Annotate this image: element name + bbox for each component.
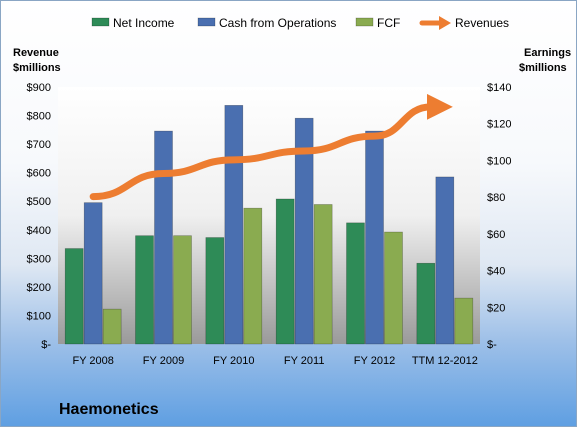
bar-cash-from-operations — [83, 202, 103, 345]
revenue-line — [89, 93, 453, 201]
right-axis-title-line2: $millions — [519, 62, 567, 74]
x-tick-label: FY 2010 — [213, 355, 254, 367]
legend-swatch — [355, 17, 374, 27]
left-tick-label: $500 — [27, 196, 51, 208]
legend-label: Revenues — [455, 16, 509, 30]
legend-label: FCF — [377, 16, 400, 30]
bar-net-income — [275, 198, 295, 345]
left-tick-label: $600 — [27, 168, 51, 180]
left-axis-title-line2: $millions — [13, 62, 61, 74]
left-tick-label: $200 — [27, 282, 51, 294]
bar-fcf — [102, 308, 122, 345]
bar-fcf — [243, 207, 263, 345]
right-tick-label: $- — [487, 339, 497, 351]
bar-net-income — [64, 248, 84, 345]
x-tick-label: FY 2012 — [354, 355, 395, 367]
bar-net-income — [135, 235, 154, 345]
bar-fcf — [173, 235, 192, 345]
bar-cash-from-operations — [365, 130, 384, 345]
left-tick-label: $- — [41, 339, 51, 351]
x-tick-label: TTM 12-2012 — [412, 355, 478, 367]
left-axis: $- $100 $200 $300 $400 $500 $600 $700 $800 $900 — [27, 82, 52, 351]
left-tick-label: $100 — [27, 310, 51, 322]
bar-cash-from-operations — [154, 130, 173, 345]
left-tick-label: $800 — [27, 111, 51, 123]
bar-fcf — [384, 231, 403, 345]
bars — [64, 105, 474, 345]
x-tick-label: FY 2008 — [72, 355, 113, 367]
right-axis: $- $20 $40 $60 $80 $100 $120 $140 — [487, 82, 511, 351]
bar-cash-from-operations — [435, 176, 455, 345]
right-tick-label: $140 — [487, 82, 511, 94]
left-axis-title-line1: Revenue — [13, 47, 59, 59]
legend-swatch — [197, 17, 216, 27]
right-tick-label: $100 — [487, 155, 511, 167]
bar-cash-from-operations — [294, 117, 314, 345]
bar-fcf — [313, 204, 333, 345]
bar-net-income — [416, 262, 436, 345]
bar-net-income — [346, 222, 365, 345]
right-tick-label: $120 — [487, 119, 511, 131]
bar-net-income — [205, 237, 225, 345]
x-axis: FY 2008 FY 2009 FY 2010 FY 2011 FY 2012 TTM 1… — [72, 355, 477, 367]
x-tick-label: FY 2009 — [143, 355, 184, 367]
right-tick-label: $20 — [487, 302, 505, 314]
x-tick-label: FY 2011 — [284, 355, 325, 367]
chart-title: Haemonetics — [59, 401, 159, 418]
left-tick-label: $400 — [27, 225, 51, 237]
legend: Net Income Cash from Operations FCF Revenue… — [91, 16, 509, 30]
bar-cash-from-operations — [224, 105, 244, 345]
bar-fcf — [454, 297, 474, 345]
left-tick-label: $900 — [27, 82, 51, 94]
right-tick-label: $60 — [487, 229, 505, 241]
right-tick-label: $40 — [487, 266, 505, 278]
plot-area — [58, 87, 480, 344]
revenue-line-path — [89, 93, 453, 201]
left-tick-label: $700 — [27, 139, 51, 151]
legend-label: Cash from Operations — [219, 16, 336, 30]
legend-label: Net Income — [113, 16, 175, 30]
right-tick-label: $80 — [487, 192, 505, 204]
legend-swatch — [91, 17, 110, 27]
left-tick-label: $300 — [27, 253, 51, 265]
right-axis-title-line1: Earnings — [524, 47, 571, 59]
legend-arrow-icon — [439, 16, 451, 30]
